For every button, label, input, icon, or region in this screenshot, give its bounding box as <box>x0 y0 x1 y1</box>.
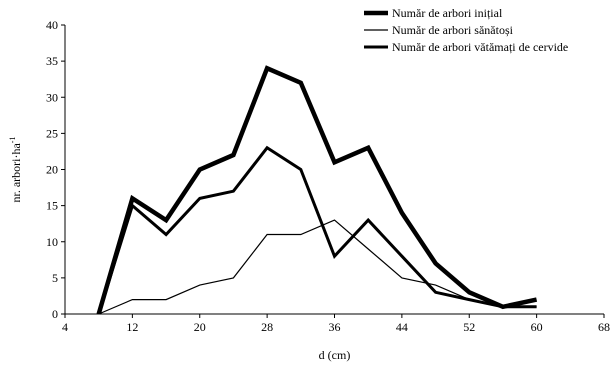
y-tick-label: 5 <box>52 271 58 285</box>
y-axis-label: nr. arbori·ha-1 <box>8 137 23 203</box>
series-line-3 <box>97 145 537 315</box>
x-tick-label: 60 <box>531 320 543 334</box>
x-tick-label: 52 <box>463 320 475 334</box>
x-tick-label: 12 <box>126 320 138 334</box>
series-layer <box>96 65 538 315</box>
x-tick-label: 28 <box>261 320 273 334</box>
y-axis-label-text: nr. arbori·ha <box>9 143 23 203</box>
chart-legend: Număr de arbori inițial Număr de arbori s… <box>364 6 568 54</box>
x-tick-label: 36 <box>329 320 341 334</box>
y-tick-label: 15 <box>46 199 58 213</box>
y-tick-label: 10 <box>46 235 58 249</box>
x-tick-label: 68 <box>598 320 610 334</box>
y-tick-label: 0 <box>52 307 58 321</box>
chart-axes: 0 5 10 15 20 25 30 35 40 4 12 20 28 36 44 52 60 68 <box>46 18 610 334</box>
y-tick-label: 25 <box>46 126 58 140</box>
y-tick-label: 20 <box>46 163 58 177</box>
y-tick-label: 40 <box>46 18 58 32</box>
legend-label-1: Număr de arbori inițial <box>392 6 503 20</box>
x-tick-label: 20 <box>194 320 206 334</box>
x-axis-label: d (cm) <box>319 348 351 362</box>
legend-label-2: Număr de arbori sănătoși <box>392 23 514 37</box>
legend-label-3: Număr de arbori vătămați de cervide <box>392 40 568 54</box>
x-tick-label: 4 <box>62 320 68 334</box>
y-axis-label-superscript: -1 <box>8 137 17 144</box>
series-line-1 <box>96 65 538 315</box>
y-tick-label: 35 <box>46 54 58 68</box>
x-tick-label: 44 <box>396 320 408 334</box>
y-tick-label: 30 <box>46 90 58 104</box>
